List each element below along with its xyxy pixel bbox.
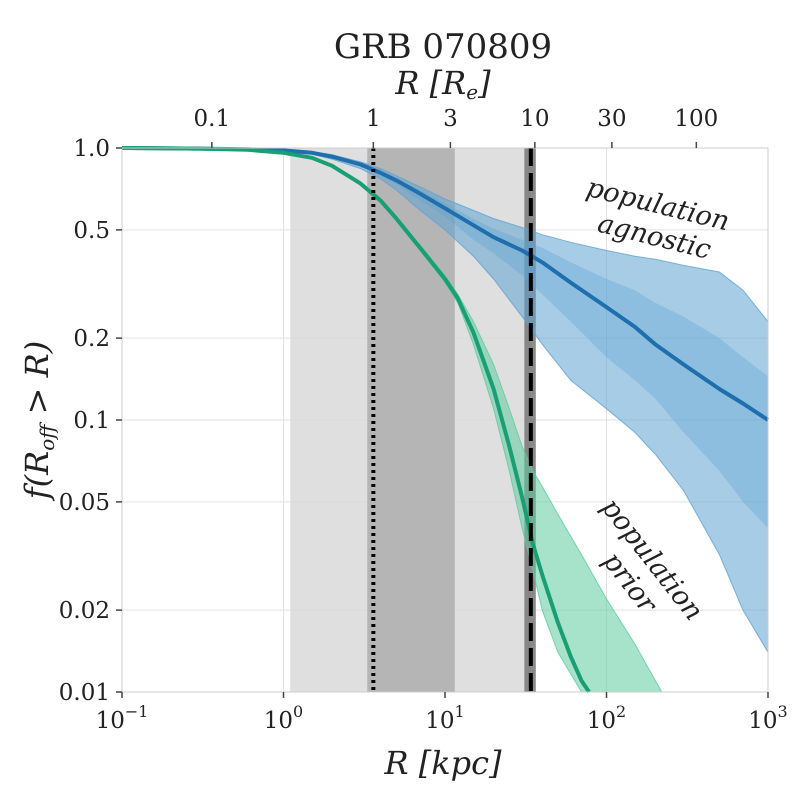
x-tick-label: 10−1: [96, 702, 149, 734]
x-tick-label: 103: [748, 702, 787, 734]
top-tick-label: 10: [520, 106, 549, 132]
axis-ticks: 10−1 100 101 102 1031.00.50.20.10.050.020.01…: [59, 106, 788, 734]
shaded-region: [524, 148, 536, 692]
chart-title: GRB 070809: [334, 27, 552, 67]
y-tick-label: 0.1: [73, 408, 110, 434]
series-lines: [121, 146, 770, 694]
shaded-region: [367, 148, 455, 692]
top-tick-label: 0.1: [194, 106, 231, 132]
y-tick-label: 0.01: [59, 680, 110, 706]
y-tick-label: 0.05: [59, 490, 110, 516]
series-0-inner-band: [122, 148, 768, 529]
top-axis-label: R [Re]: [394, 64, 491, 104]
x-axis-label: R [kpc]: [383, 744, 502, 782]
y-tick-label: 0.2: [73, 326, 110, 352]
x-tick-label: 102: [587, 702, 626, 734]
y-tick-label: 0.02: [59, 598, 110, 624]
x-tick-label: 101: [425, 702, 464, 734]
top-tick-label: 3: [443, 106, 458, 132]
series-0-line: [121, 146, 770, 422]
series-1-line: [121, 146, 591, 694]
reference-lines: [371, 148, 533, 692]
y-tick-label: 1.0: [73, 136, 110, 162]
x-tick-label: 100: [264, 702, 303, 734]
y-tick-label: 0.5: [73, 218, 110, 244]
top-tick-label: 100: [674, 106, 718, 132]
top-tick-label: 1: [366, 106, 381, 132]
y-axis-label: f(Roff > R): [18, 341, 59, 501]
top-tick-label: 30: [597, 106, 626, 132]
